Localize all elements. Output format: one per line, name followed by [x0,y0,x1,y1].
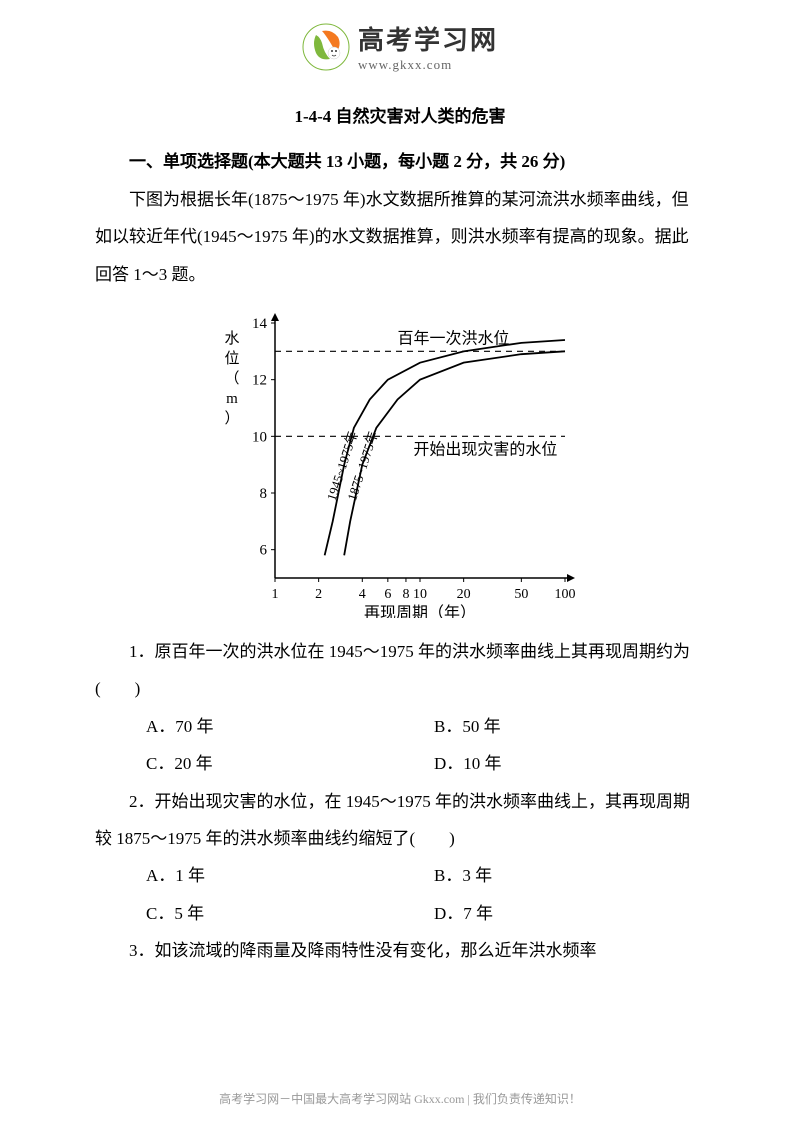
svg-text:2: 2 [315,587,322,602]
chart-container: 68101214水位（m）12468102050100再现周期（年）百年一次洪水… [95,308,705,618]
logo-text-block: 高考学习网 www.gkxx.com [358,20,498,73]
svg-text:6: 6 [384,587,391,602]
option-1b: B．50 年 [417,708,705,745]
question-3: 3．如该流域的降雨量及降雨特性没有变化，那么近年洪水频率 [95,932,705,969]
logo-title: 高考学习网 [358,20,498,57]
svg-text:10: 10 [252,429,267,445]
svg-text:）: ） [224,410,239,427]
option-1d: D．10 年 [417,745,705,782]
svg-text:（: （ [224,370,239,387]
page-footer: 高考学习网－中国最大高考学习网站 Gkxx.com | 我们负责传递知识！ [0,1090,800,1107]
option-2c: C．5 年 [129,895,417,932]
document-content: 1-4-4 自然灾害对人类的危害 一、单项选择题(本大题共 13 小题，每小题 … [0,83,800,969]
question-2: 2．开始出现灾害的水位，在 1945～1975 年的洪水频率曲线上，其再现周期较… [95,783,705,858]
svg-text:m: m [226,391,238,407]
document-title: 1-4-4 自然灾害对人类的危害 [95,98,705,135]
svg-text:6: 6 [260,543,268,559]
svg-text:8: 8 [260,486,268,502]
question-1-options: A．70 年 B．50 年 C．20 年 D．10 年 [95,708,705,783]
svg-text:水: 水 [224,330,239,347]
option-2b: B．3 年 [417,857,705,894]
page-header: 高考学习网 www.gkxx.com [0,0,800,83]
option-1a: A．70 年 [129,708,417,745]
svg-text:再现周期（年）: 再现周期（年） [364,604,476,618]
flood-frequency-chart: 68101214水位（m）12468102050100再现周期（年）百年一次洪水… [210,308,590,618]
question-1: 1．原百年一次的洪水位在 1945～1975 年的洪水频率曲线上其再现周期约为(… [95,633,705,708]
section-heading: 一、单项选择题(本大题共 13 小题，每小题 2 分，共 26 分) [95,143,705,180]
option-2a: A．1 年 [129,857,417,894]
svg-text:4: 4 [359,587,366,602]
option-1c: C．20 年 [129,745,417,782]
svg-text:12: 12 [252,373,267,389]
intro-paragraph: 下图为根据长年(1875～1975 年)水文数据所推算的某河流洪水频率曲线，但如… [95,181,705,293]
question-2-options: A．1 年 B．3 年 C．5 年 D．7 年 [95,857,705,932]
logo-url: www.gkxx.com [358,57,452,73]
svg-text:开始出现灾害的水位: 开始出现灾害的水位 [413,440,557,458]
svg-text:100: 100 [555,587,576,602]
svg-text:14: 14 [252,316,268,332]
svg-text:百年一次洪水位: 百年一次洪水位 [398,329,510,347]
svg-text:8: 8 [402,587,409,602]
svg-text:20: 20 [457,587,471,602]
svg-text:位: 位 [224,350,239,367]
svg-text:50: 50 [514,587,528,602]
svg-text:1: 1 [272,587,279,602]
logo-icon [302,23,350,71]
svg-text:10: 10 [413,587,427,602]
option-2d: D．7 年 [417,895,705,932]
